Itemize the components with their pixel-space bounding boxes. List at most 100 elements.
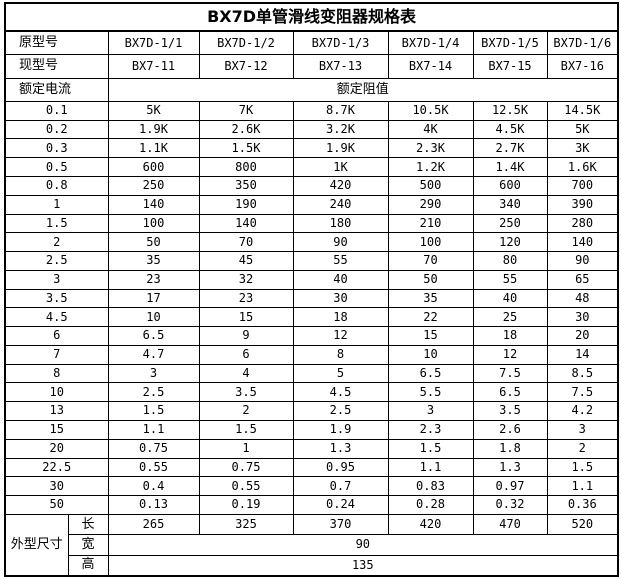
new-model-label: 现型号 [4,54,109,79]
cell-resistance-value: 6.5 [107,326,200,346]
cell-resistance-value: 6.5 [472,382,548,403]
old-model-cell: BX7D-1/5 [472,30,548,56]
table-row: 3.5 17 23 30 35 40 48 [4,288,619,309]
cell-resistance-value: 7K [198,100,294,121]
cell-resistance-value: 140 [107,194,200,215]
cell-rated-current: 13 [4,401,109,421]
cell-resistance-value: 1.5K [198,138,294,159]
cell-resistance-value: 240 [292,194,389,215]
cell-resistance-value: 14.5K [546,100,619,121]
table-row: 50 0.13 0.19 0.24 0.28 0.32 0.36 [4,495,619,516]
cell-resistance-value: 1.1 [107,419,200,440]
cell-resistance-value: 18 [292,307,389,328]
cell-resistance-value: 3K [546,138,619,159]
cell-resistance-value: 90 [292,232,389,253]
cell-resistance-value: 23 [107,269,200,290]
new-model-cell: BX7-16 [546,54,619,79]
cell-resistance-value: 1.3 [472,457,548,478]
cell-resistance-value: 2.7K [472,138,548,159]
cell-resistance-value: 0.13 [107,495,200,516]
cell-resistance-value: 5 [292,363,389,384]
header-section: BX7D单管滑线变阻器规格表 原型号 BX7D-1/1 BX7D-1/2 BX7… [4,2,619,102]
cell-resistance-value: 0.28 [387,495,474,516]
cell-resistance-value: 250 [107,176,200,196]
cell-resistance-value: 1.5 [198,419,294,440]
cell-resistance-value: 35 [107,251,200,271]
cell-resistance-value: 250 [472,213,548,234]
dim-height-label: 高 [67,554,109,577]
old-model-cell: BX7D-1/2 [198,30,294,56]
cell-resistance-value: 15 [198,307,294,328]
new-model-cell: BX7-13 [292,54,389,79]
cell-resistance-value: 12 [292,326,389,346]
cell-resistance-value: 3 [107,363,200,384]
title-row: BX7D单管滑线变阻器规格表 [4,2,619,32]
cell-rated-current: 20 [4,438,109,459]
cell-resistance-value: 40 [472,288,548,309]
table-row: 2.5 35 45 55 70 80 90 [4,251,619,271]
cell-resistance-value: 8 [292,344,389,365]
cell-resistance-value: 700 [546,176,619,196]
cell-resistance-value: 10 [107,307,200,328]
cell-resistance-value: 0.32 [472,495,548,516]
table-row: 22.5 0.55 0.75 0.95 1.1 1.3 1.5 [4,457,619,478]
cell-resistance-value: 18 [472,326,548,346]
cell-resistance-value: 2 [546,438,619,459]
table-row: 6 6.5 9 12 15 18 20 [4,326,619,346]
cell-resistance-value: 3 [546,419,619,440]
cell-resistance-value: 2.6K [198,119,294,140]
rated-current-label: 额定电流 [4,77,109,102]
cell-resistance-value: 22 [387,307,474,328]
new-model-cell: BX7-15 [472,54,548,79]
dim-width-value: 90 [107,534,619,556]
old-model-label: 原型号 [4,30,109,56]
cell-resistance-value: 1 [198,438,294,459]
cell-resistance-value: 1.3 [292,438,389,459]
cell-resistance-value: 3.5 [472,401,548,421]
cell-resistance-value: 1K [292,157,389,178]
cell-resistance-value: 35 [387,288,474,309]
table-row: 30 0.4 0.55 0.7 0.83 0.97 1.1 [4,476,619,497]
new-model-cell: BX7-14 [387,54,474,79]
cell-resistance-value: 340 [472,194,548,215]
spec-table: BX7D单管滑线变阻器规格表 原型号 BX7D-1/1 BX7D-1/2 BX7… [4,2,620,577]
cell-resistance-value: 1.1 [546,476,619,497]
dim-length-value: 370 [292,514,389,536]
cell-resistance-value: 0.7 [292,476,389,497]
cell-resistance-value: 0.4 [107,476,200,497]
table-row: 1 140 190 240 290 340 390 [4,194,619,215]
cell-resistance-value: 4.7 [107,344,200,365]
dim-length-value: 420 [387,514,474,536]
cell-resistance-value: 2.3K [387,138,474,159]
cell-resistance-value: 1.2K [387,157,474,178]
cell-rated-current: 4.5 [4,307,109,328]
cell-resistance-value: 8.5 [546,363,619,384]
cell-rated-current: 22.5 [4,457,109,478]
cell-resistance-value: 0.19 [198,495,294,516]
cell-resistance-value: 140 [198,213,294,234]
cell-resistance-value: 7.5 [472,363,548,384]
cell-rated-current: 0.8 [4,176,109,196]
cell-resistance-value: 600 [472,176,548,196]
cell-resistance-value: 0.95 [292,457,389,478]
table-row: 2 50 70 90 100 120 140 [4,232,619,253]
table-row: 0.3 1.1K 1.5K 1.9K 2.3K 2.7K 3K [4,138,619,159]
cell-resistance-value: 0.75 [198,457,294,478]
table-row: 10 2.5 3.5 4.5 5.5 6.5 7.5 [4,382,619,403]
cell-rated-current: 0.1 [4,100,109,121]
cell-resistance-value: 0.75 [107,438,200,459]
cell-resistance-value: 1.8 [472,438,548,459]
table-row: 0.8 250 350 420 500 600 700 [4,176,619,196]
cell-resistance-value: 2.5 [107,382,200,403]
dim-length-value: 520 [546,514,619,536]
cell-resistance-value: 14 [546,344,619,365]
cell-resistance-value: 4.2 [546,401,619,421]
cell-resistance-value: 5K [107,100,200,121]
cell-resistance-value: 800 [198,157,294,178]
dimensions-section: 外型尺寸 长 265 325 370 420 470 520 宽 90 高 13… [4,514,619,577]
cell-resistance-value: 0.83 [387,476,474,497]
cell-rated-current: 30 [4,476,109,497]
cell-resistance-value: 420 [292,176,389,196]
new-model-cell: BX7-11 [107,54,200,79]
